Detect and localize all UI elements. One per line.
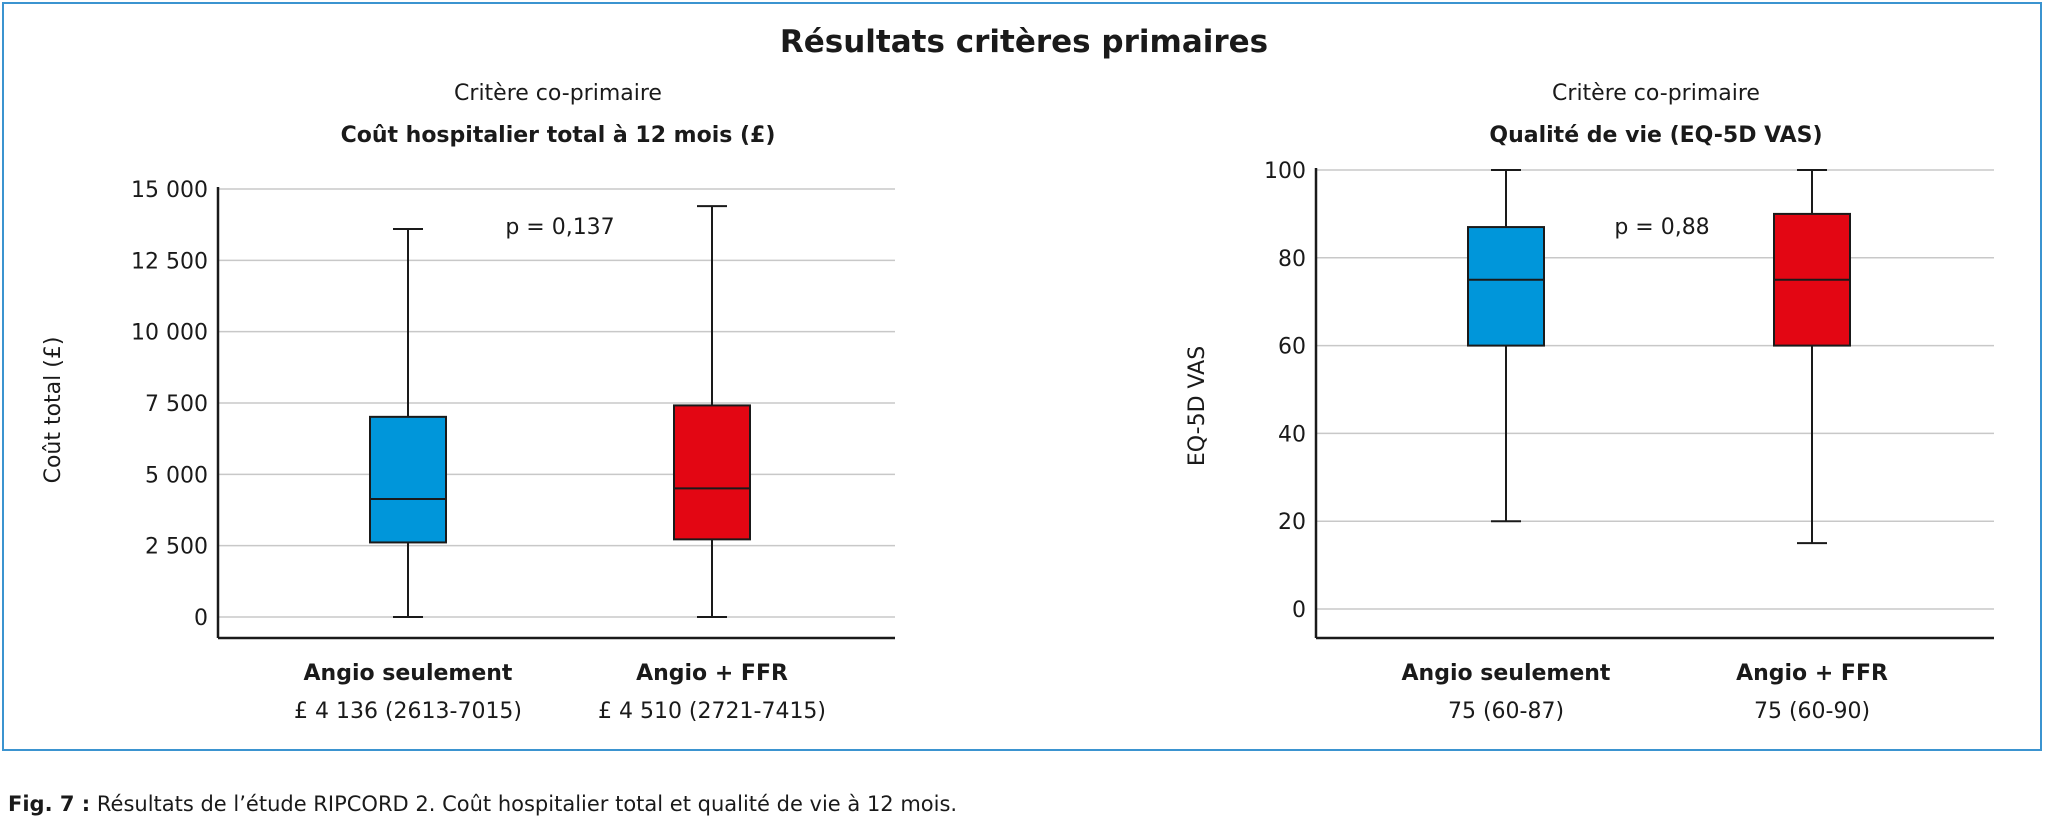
figure-caption: Fig. 7 : Résultats de l’étude RIPCORD 2.… xyxy=(8,792,957,816)
y-tick-label: 100 xyxy=(1264,159,1306,184)
category-label: Angio + FFR xyxy=(1736,661,1888,686)
y-axis-label: EQ-5D VAS xyxy=(1185,346,1210,466)
category-stat: 75 (60-87) xyxy=(1448,699,1564,724)
category-stat: 75 (60-90) xyxy=(1754,699,1870,724)
category-stat: £ 4 510 (2721-7415) xyxy=(598,699,826,724)
category-label: Angio seulement xyxy=(304,661,513,686)
y-tick-label: 15 000 xyxy=(131,178,208,203)
category-label: Angio seulement xyxy=(1402,661,1611,686)
caption-text: Résultats de l’étude RIPCORD 2. Coût hos… xyxy=(96,792,958,816)
y-axis-label: Coût total (£) xyxy=(41,337,66,484)
chart-pretitle: Critère co-primaire xyxy=(454,81,662,106)
p-value-annotation: p = 0,137 xyxy=(505,215,614,240)
y-tick-label: 40 xyxy=(1278,422,1306,447)
y-tick-label: 2 500 xyxy=(145,535,208,560)
y-tick-label: 80 xyxy=(1278,247,1306,272)
box-iqr xyxy=(1467,226,1545,347)
p-value-annotation: p = 0,88 xyxy=(1614,215,1709,240)
category-stat: £ 4 136 (2613-7015) xyxy=(294,699,522,724)
y-tick-label: 60 xyxy=(1278,335,1306,360)
figure-title: Résultats critères primaires xyxy=(779,24,1269,60)
y-tick-label: 5 000 xyxy=(145,463,208,488)
caption-label: Fig. 7 : xyxy=(8,792,91,816)
y-tick-label: 7 500 xyxy=(145,392,208,417)
chart-title: Qualité de vie (EQ-5D VAS) xyxy=(1489,123,1822,148)
y-tick-label: 0 xyxy=(1292,598,1306,623)
y-tick-label: 10 000 xyxy=(131,321,208,346)
y-tick-label: 20 xyxy=(1278,510,1306,535)
figure-frame xyxy=(2,2,2042,751)
y-tick-label: 12 500 xyxy=(131,249,208,274)
box-iqr xyxy=(673,404,751,541)
chart-title: Coût hospitalier total à 12 mois (£) xyxy=(341,123,776,148)
y-tick-label: 0 xyxy=(194,606,208,631)
category-label: Angio + FFR xyxy=(636,661,788,686)
chart-pretitle: Critère co-primaire xyxy=(1552,81,1760,106)
charts-area: Critère co-primaire Coût hospitalier tota… xyxy=(41,81,1994,724)
box-iqr xyxy=(369,415,447,544)
